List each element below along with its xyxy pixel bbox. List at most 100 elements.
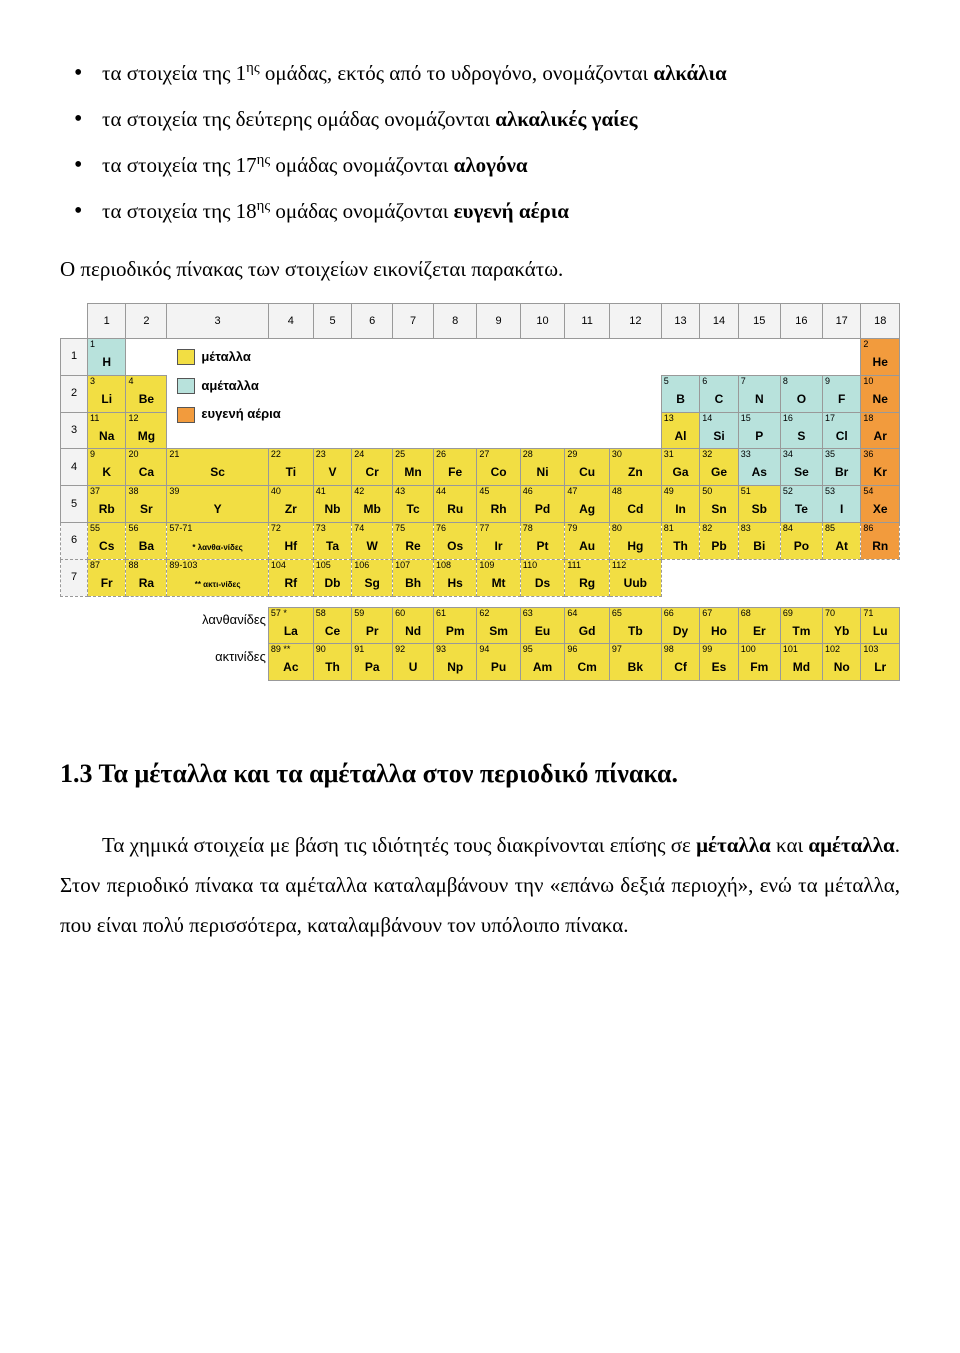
element-In: 49In [661,486,699,523]
element-B: 5B [661,375,699,412]
element-K: 9K [88,449,126,486]
element-Md: 101Md [780,644,822,681]
actinides-label: ακτινίδες [88,644,269,681]
element-Rg: 111Rg [565,559,610,596]
period-label: 5 [61,486,88,523]
element-Zr: 40Zr [268,486,313,523]
element-Dy: 66Dy [661,607,699,644]
element-Th6: 81Th [661,522,699,559]
element-Cl: 17Cl [822,412,860,449]
bullet-item: τα στοιχεία της 18ης ομάδας ονομάζονται … [60,192,900,232]
element-P: 15P [738,412,780,449]
period-label: 6 [61,522,88,559]
element-Np: 93Np [434,644,477,681]
period-label: 4 [61,449,88,486]
periodic-table: 12345678910111213141516171811Hμέταλλααμέ… [60,303,900,681]
para-text: Τα χημικά στοιχεία με βάση τις ιδιότητές… [102,833,696,857]
element-Bk: 97Bk [609,644,661,681]
group-header: 14 [700,304,738,339]
element-Act: 89-103** ακτι-νίδες [167,559,269,596]
element-Cf: 98Cf [661,644,699,681]
element-Lr: 103Lr [861,644,900,681]
group-header: 11 [565,304,610,339]
element-Rh: 45Rh [477,486,520,523]
element-Na: 11Na [88,412,126,449]
group-header: 10 [520,304,565,339]
group-header: 9 [477,304,520,339]
element-Rf: 104Rf [268,559,313,596]
lanthanides-label: λανθανίδες [88,607,269,644]
bullet-item: τα στοιχεία της 1ης ομάδας, εκτός από το… [60,54,900,94]
group-header: 2 [126,304,167,339]
element-Tb: 65Tb [609,607,661,644]
period-label: 3 [61,412,88,449]
element-Au: 79Au [565,522,610,559]
element-Tm: 69Tm [780,607,822,644]
group-header: 13 [661,304,699,339]
element-Co: 27Co [477,449,520,486]
element-Re: 75Re [393,522,434,559]
element-Bh: 107Bh [393,559,434,596]
element-Rn: 86Rn [861,522,900,559]
group-header: 6 [352,304,393,339]
element-Ir: 77Ir [477,522,520,559]
element-U: 92U [393,644,434,681]
group-header: 5 [313,304,351,339]
element-O: 8O [780,375,822,412]
element-Uub: 112Uub [609,559,661,596]
element-I: 53I [822,486,860,523]
element-Gd: 64Gd [565,607,610,644]
bullet-list: τα στοιχεία της 1ης ομάδας, εκτός από το… [60,54,900,232]
group-header: 15 [738,304,780,339]
element-Yb: 70Yb [822,607,860,644]
element-Rb: 37Rb [88,486,126,523]
element-As: 33As [738,449,780,486]
element-Te: 52Te [780,486,822,523]
element-Fr: 87Fr [88,559,126,596]
element-Ac: 89 **Ac [268,644,313,681]
legend-item: αμέταλλα [177,372,650,401]
element-Al: 13Al [661,412,699,449]
element-S: 16S [780,412,822,449]
element-Ni: 28Ni [520,449,565,486]
element-Kr: 36Kr [861,449,900,486]
element-Eu: 63Eu [520,607,565,644]
element-Hg: 80Hg [609,522,661,559]
element-Ce: 58Ce [313,607,351,644]
after-text: Ο περιοδικός πίνακας των στοιχείων εικον… [60,250,900,290]
element-Ne: 10Ne [861,375,900,412]
element-Ba: 56Ba [126,522,167,559]
group-header: 4 [268,304,313,339]
element-W: 74W [352,522,393,559]
element-Ag: 47Ag [565,486,610,523]
element-Ti: 22Ti [268,449,313,486]
element-Cm: 96Cm [565,644,610,681]
group-header: 18 [861,304,900,339]
element-Ds: 110Ds [520,559,565,596]
element-Bi: 83Bi [738,522,780,559]
element-Ru: 44Ru [434,486,477,523]
element-Cd: 48Cd [609,486,661,523]
element-Sn: 50Sn [700,486,738,523]
element-Os: 76Os [434,522,477,559]
legend-item: μέταλλα [177,343,650,372]
element-Mt: 109Mt [477,559,520,596]
element-Mg: 12Mg [126,412,167,449]
group-header: 8 [434,304,477,339]
element-H: 1H [88,338,126,375]
element-Cs: 55Cs [88,522,126,559]
element-Pu: 94Pu [477,644,520,681]
element-Nb: 41Nb [313,486,351,523]
group-header: 16 [780,304,822,339]
element-C: 6C [700,375,738,412]
para-bold: μέταλλα [696,833,771,857]
element-Am: 95Am [520,644,565,681]
element-Pt: 78Pt [520,522,565,559]
element-Lan: 57-71* λανθα-νίδες [167,522,269,559]
element-Si: 14Si [700,412,738,449]
element-Es: 99Es [700,644,738,681]
element-Sb: 51Sb [738,486,780,523]
element-Ga: 31Ga [661,449,699,486]
element-Po: 84Po [780,522,822,559]
element-Pm: 61Pm [434,607,477,644]
